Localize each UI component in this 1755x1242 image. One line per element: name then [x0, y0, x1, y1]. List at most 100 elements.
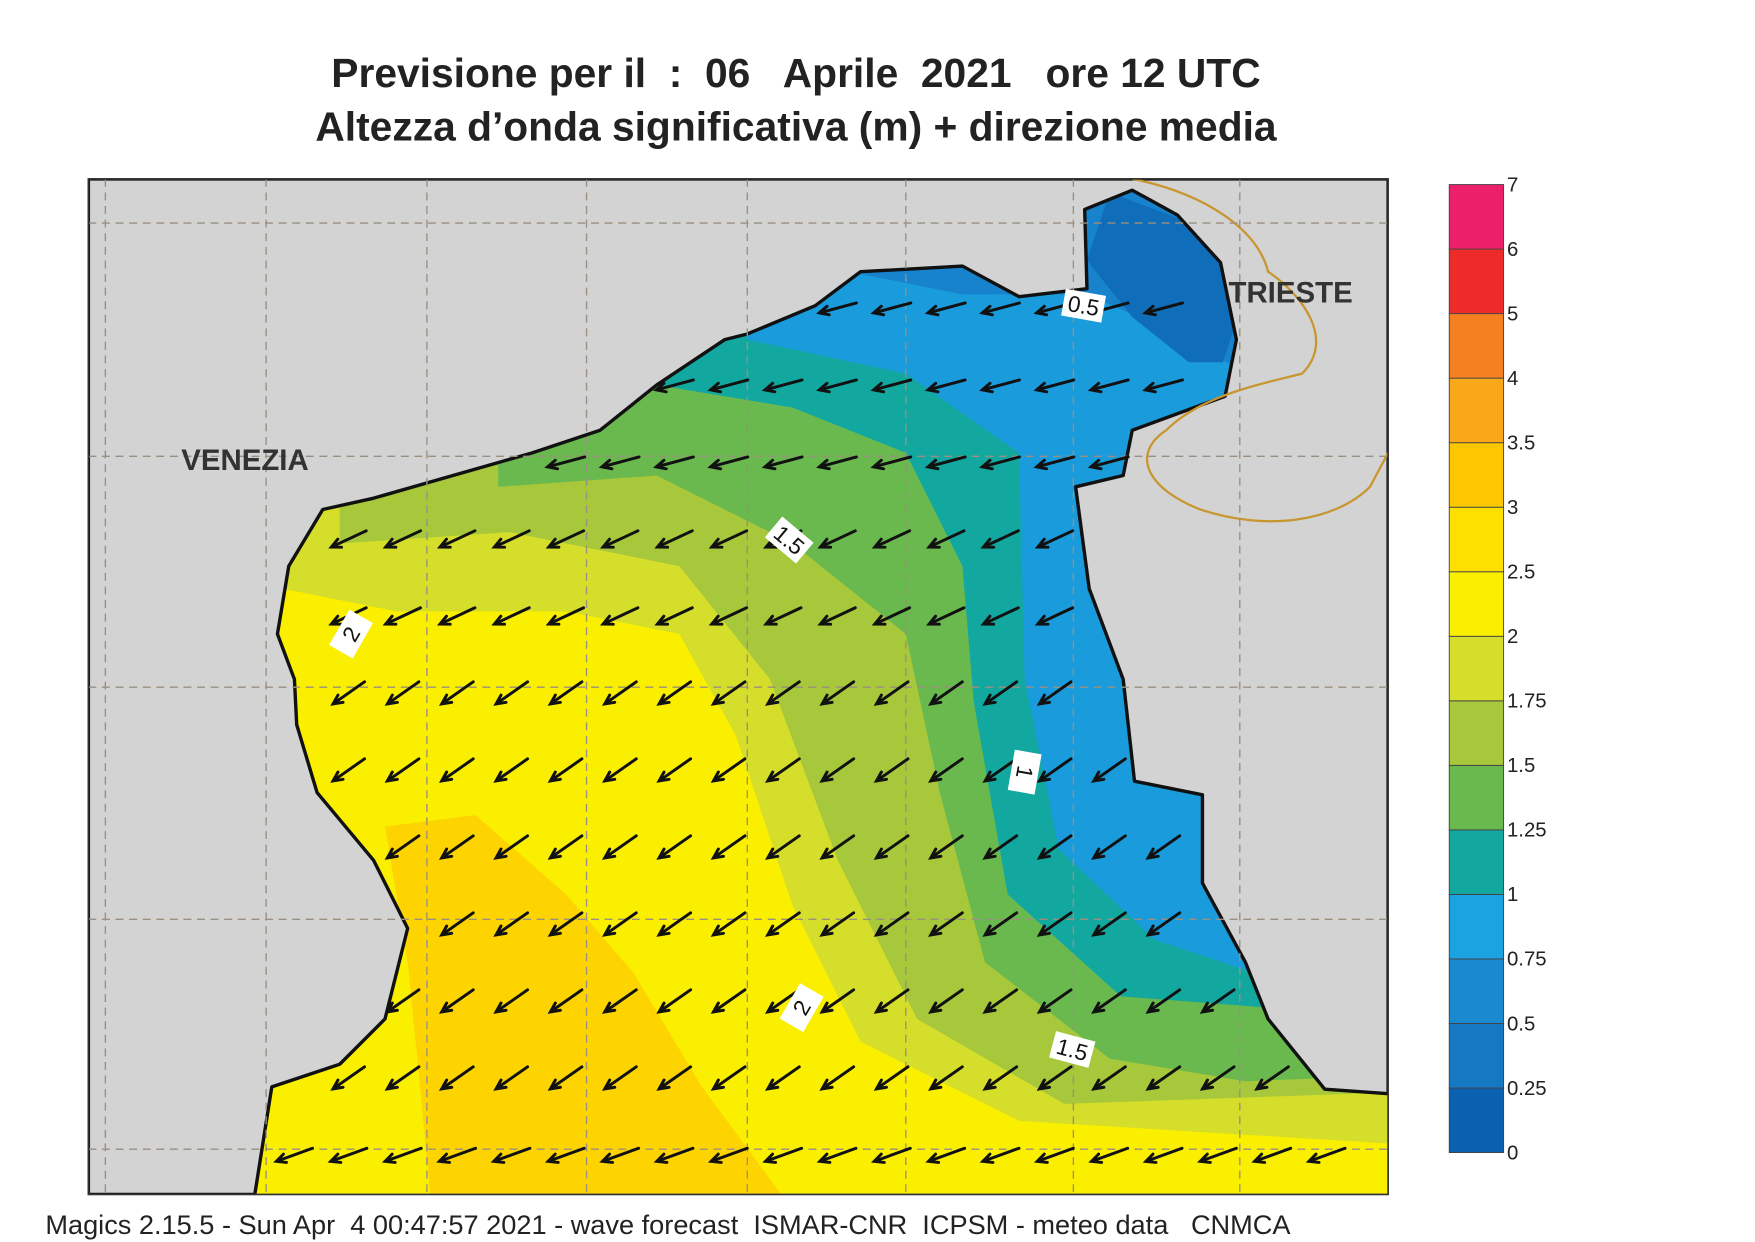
arrow — [1142, 301, 1185, 317]
arrow — [599, 529, 640, 549]
arrow — [819, 911, 856, 937]
arrow — [926, 606, 966, 626]
footer: Magics 2.15.5 - Sun Apr 4 00:47:57 2021 … — [45, 1209, 1291, 1240]
arrow — [764, 911, 801, 937]
arrow — [547, 1065, 584, 1091]
arrow — [928, 680, 964, 706]
arrow — [330, 680, 367, 706]
arrow — [384, 834, 421, 860]
arrow — [493, 911, 530, 937]
arrow — [980, 529, 1020, 549]
colorbar-band — [1448, 764, 1505, 831]
border — [1132, 178, 1389, 523]
arrow — [928, 757, 964, 783]
arrow — [656, 1065, 693, 1091]
colorbar-band — [1448, 1023, 1505, 1089]
arrow — [1033, 378, 1076, 394]
arrow — [707, 1146, 749, 1164]
place-label: TRIESTE — [1228, 276, 1352, 309]
arrow — [656, 988, 693, 1014]
colorbar-band — [1448, 442, 1505, 508]
arrow — [381, 1146, 423, 1164]
arrow — [1199, 988, 1236, 1014]
arrow — [926, 529, 966, 549]
arrow — [547, 834, 584, 860]
arrow — [928, 988, 964, 1014]
arrow — [761, 455, 804, 471]
colorbar-label: 0 — [1507, 1142, 1518, 1164]
arrow — [384, 988, 421, 1014]
arrow — [436, 606, 477, 626]
arrow — [491, 529, 531, 549]
arrow — [928, 834, 964, 860]
arrow — [710, 911, 747, 937]
colorbar-band — [1448, 506, 1505, 573]
colorbar: 0 0.25 0.5 0.75 1 1.25 1.5 1.75 2 2.5 3 3.5 4 5 6 7 — [1448, 174, 1547, 1164]
arrow — [601, 757, 638, 783]
arrow — [1091, 911, 1127, 937]
arrow — [1033, 455, 1076, 471]
arrow — [979, 1146, 1021, 1164]
colorbar-band — [1448, 958, 1505, 1024]
contour-label-box — [329, 609, 373, 659]
arrow — [816, 301, 858, 317]
arrow — [762, 1146, 804, 1164]
arrow — [819, 757, 856, 783]
arrow — [870, 301, 913, 317]
colorbar-band — [1448, 184, 1505, 250]
colorbar-label: 0.25 — [1507, 1078, 1547, 1100]
arrow — [928, 911, 964, 937]
arrow — [490, 1146, 532, 1164]
colorbar-band — [1448, 1087, 1505, 1154]
arrow — [1254, 1065, 1290, 1091]
colorbar-label: 5 — [1507, 303, 1518, 325]
arrow — [816, 455, 858, 471]
colorbar-label: 7 — [1507, 174, 1518, 196]
arrow — [924, 301, 967, 317]
map-frame — [87, 178, 1389, 1196]
arrow — [928, 1065, 964, 1091]
contour-label: 2 — [779, 983, 824, 1033]
arrow — [1091, 1065, 1127, 1091]
arrow — [710, 1065, 747, 1091]
arrow — [493, 680, 530, 706]
arrow — [873, 911, 910, 937]
arrow — [817, 606, 857, 626]
arrow — [382, 606, 423, 626]
arrow — [873, 680, 910, 706]
arrow — [871, 529, 912, 549]
arrow — [870, 1146, 912, 1164]
arrow — [982, 680, 1019, 706]
arrow — [438, 680, 475, 706]
contour-label-box — [1049, 1031, 1096, 1068]
arrow — [870, 378, 913, 394]
contour-label-box — [764, 516, 814, 564]
arrow — [601, 988, 638, 1014]
arrow — [653, 1146, 695, 1164]
arrow — [982, 988, 1019, 1014]
title: Previsione per il : 06 Aprile 2021 ore 1… — [331, 50, 1260, 96]
arrow — [1036, 988, 1073, 1014]
arrow — [924, 378, 967, 394]
colorbar-band — [1448, 700, 1505, 766]
arrow — [547, 680, 584, 706]
colorbar-band — [1448, 377, 1505, 444]
arrow — [710, 988, 747, 1014]
arrow — [654, 606, 694, 626]
arrow — [819, 680, 856, 706]
arrow — [819, 834, 856, 860]
contour-label: 2 — [329, 609, 373, 659]
contour-label-text: 1 — [1011, 764, 1038, 781]
arrow — [982, 757, 1019, 783]
land — [88, 178, 1389, 1195]
arrow — [544, 1146, 586, 1164]
arrow — [438, 1065, 475, 1091]
arrow — [1142, 378, 1185, 394]
arrow — [1036, 680, 1073, 706]
arrow — [873, 988, 910, 1014]
arrow — [979, 455, 1021, 471]
arrow — [545, 529, 586, 549]
colorbar-band — [1448, 893, 1505, 960]
